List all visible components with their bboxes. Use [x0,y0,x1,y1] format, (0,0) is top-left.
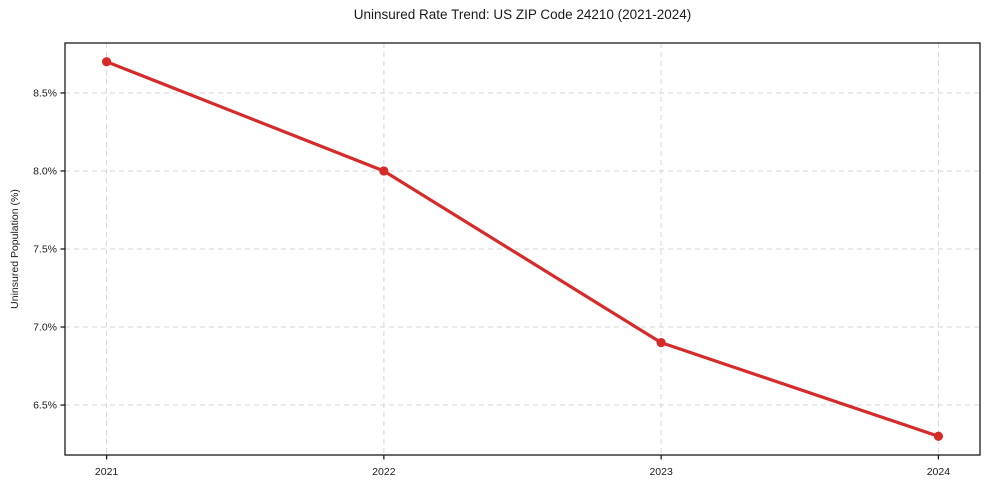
x-tick-label: 2024 [927,466,951,478]
x-tick-label: 2023 [649,466,673,478]
x-tick-label: 2022 [372,466,396,478]
y-tick-label: 6.5% [33,400,57,412]
y-tick-label: 7.0% [33,322,57,334]
y-tick-label: 8.5% [33,88,57,100]
trend-line [104,60,941,438]
data-point-2024 [933,431,944,441]
chart-title: Uninsured Rate Trend: US ZIP Code 24210 … [353,7,692,22]
data-point-2021 [101,57,112,67]
y-tick-label: 7.5% [33,244,57,256]
data-point-2023 [656,338,666,348]
x-tick-label: 2021 [95,466,119,478]
data-point-2022 [379,166,389,176]
y-tick-label: 8.0% [33,166,57,178]
